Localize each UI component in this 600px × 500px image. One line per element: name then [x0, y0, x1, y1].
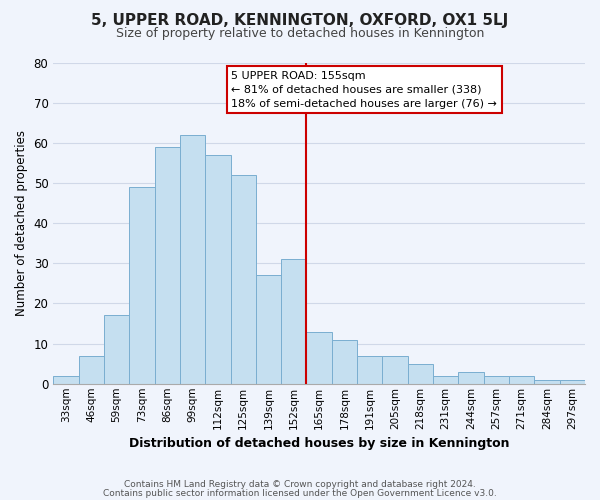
Bar [230, 175, 256, 384]
Y-axis label: Number of detached properties: Number of detached properties [15, 130, 28, 316]
Bar [155, 147, 180, 384]
Text: 5 UPPER ROAD: 155sqm
← 81% of detached houses are smaller (338)
18% of semi-deta: 5 UPPER ROAD: 155sqm ← 81% of detached h… [232, 70, 497, 108]
Bar [408, 364, 433, 384]
Bar [180, 135, 205, 384]
Bar [560, 380, 585, 384]
Bar [307, 332, 332, 384]
Bar [382, 356, 408, 384]
Text: Size of property relative to detached houses in Kennington: Size of property relative to detached ho… [116, 28, 484, 40]
Bar [357, 356, 382, 384]
Bar [129, 187, 155, 384]
Bar [104, 316, 129, 384]
Bar [509, 376, 535, 384]
Bar [458, 372, 484, 384]
Bar [53, 376, 79, 384]
X-axis label: Distribution of detached houses by size in Kennington: Distribution of detached houses by size … [129, 437, 509, 450]
Bar [205, 155, 230, 384]
Bar [256, 276, 281, 384]
Bar [79, 356, 104, 384]
Bar [433, 376, 458, 384]
Bar [281, 260, 307, 384]
Bar [535, 380, 560, 384]
Bar [484, 376, 509, 384]
Bar [332, 340, 357, 384]
Text: Contains HM Land Registry data © Crown copyright and database right 2024.: Contains HM Land Registry data © Crown c… [124, 480, 476, 489]
Text: Contains public sector information licensed under the Open Government Licence v3: Contains public sector information licen… [103, 488, 497, 498]
Text: 5, UPPER ROAD, KENNINGTON, OXFORD, OX1 5LJ: 5, UPPER ROAD, KENNINGTON, OXFORD, OX1 5… [91, 12, 509, 28]
